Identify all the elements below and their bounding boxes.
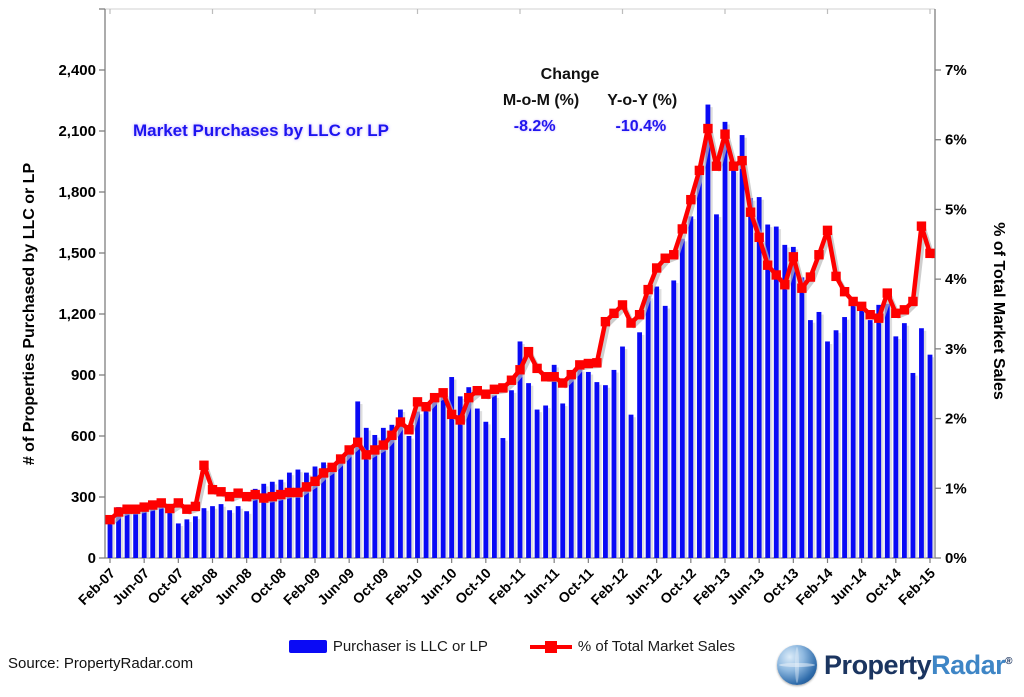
svg-text:5%: 5%	[945, 201, 967, 218]
mom-value: -8.2%	[513, 118, 556, 135]
svg-text:Jun-13: Jun-13	[724, 565, 767, 608]
brand-part2: Radar	[931, 649, 1006, 680]
svg-text:3%: 3%	[945, 341, 967, 358]
svg-text:900: 900	[71, 367, 96, 384]
line-marker-icon	[544, 640, 557, 653]
globe-icon	[777, 645, 818, 685]
svg-text:600: 600	[71, 428, 96, 445]
svg-text:4%: 4%	[945, 271, 967, 288]
chart-area: 0 300 600 900 1,200 1,500 1,800 2,100 2,400 0% 1% 2…	[58, 8, 967, 608]
svg-text:Feb-15: Feb-15	[895, 565, 938, 608]
svg-text:2,400: 2,400	[58, 62, 96, 79]
svg-text:Jun-12: Jun-12	[622, 565, 665, 608]
right-axis-title: % of Total Market Sales	[990, 222, 1007, 400]
svg-text:Feb-14: Feb-14	[792, 565, 835, 608]
yoy-label: Y-o-Y (%)	[607, 92, 678, 109]
svg-text:Jun-10: Jun-10	[417, 565, 460, 608]
svg-text:Feb-07: Feb-07	[75, 565, 118, 608]
svg-text:Jun-07: Jun-07	[109, 565, 152, 608]
mom-label: M-o-M (%)	[502, 92, 580, 109]
chart-title: Market Purchases by LLC or LP	[133, 121, 390, 140]
svg-text:7%: 7%	[945, 62, 967, 79]
svg-text:1,500: 1,500	[58, 245, 96, 262]
source-text: Source: PropertyRadar.com	[8, 655, 194, 672]
line-series-label: % of Total Market Sales	[577, 638, 736, 655]
svg-text:1,800: 1,800	[58, 184, 96, 201]
svg-text:0: 0	[88, 550, 96, 567]
change-values: -8.2% -10.4%	[440, 118, 740, 136]
chart-canvas: 0 300 600 900 1,200 1,500 1,800 2,100 2,400 0% 1% 2…	[58, 8, 967, 608]
brand-part1: Property	[824, 649, 932, 680]
svg-text:Jun-14: Jun-14	[827, 565, 870, 608]
svg-text:300: 300	[71, 489, 96, 506]
svg-text:Feb-09: Feb-09	[280, 565, 323, 608]
bar-series-swatch	[288, 640, 327, 653]
svg-text:Oct-10: Oct-10	[452, 565, 494, 607]
svg-text:2,100: 2,100	[58, 123, 96, 140]
registered-mark: ®	[1005, 655, 1012, 667]
legend-item-line: % of Total Market Sales	[529, 638, 736, 655]
svg-text:Jun-09: Jun-09	[314, 565, 357, 608]
svg-text:6%: 6%	[945, 132, 967, 149]
svg-text:Jun-11: Jun-11	[520, 565, 563, 608]
bar-series-label: Purchaser is LLC or LP	[332, 638, 488, 655]
change-labels: M-o-M (%) Y-o-Y (%)	[440, 92, 740, 110]
yoy-value: -10.4%	[615, 118, 667, 135]
legend-item-bars: Purchaser is LLC or LP	[288, 638, 488, 655]
svg-text:2%: 2%	[945, 411, 967, 428]
legend: Purchaser is LLC or LP % of Total Market…	[0, 638, 1024, 655]
line-series-swatch	[529, 640, 572, 653]
left-axis-title: # of Properties Purchased by LLC or LP	[21, 162, 38, 466]
svg-text:1%: 1%	[945, 480, 967, 497]
svg-text:1,200: 1,200	[58, 306, 96, 323]
svg-text:Feb-11: Feb-11	[485, 565, 528, 608]
brand-logo: PropertyRadar®	[777, 645, 1012, 685]
svg-text:Feb-10: Feb-10	[382, 565, 425, 608]
svg-text:0%: 0%	[945, 550, 967, 567]
svg-text:Feb-08: Feb-08	[177, 565, 220, 608]
svg-text:Feb-12: Feb-12	[587, 565, 630, 608]
svg-text:Jun-08: Jun-08	[212, 565, 255, 608]
brand-name: PropertyRadar®	[824, 650, 1012, 681]
svg-text:Feb-13: Feb-13	[690, 565, 733, 608]
change-heading: Change	[540, 66, 600, 83]
